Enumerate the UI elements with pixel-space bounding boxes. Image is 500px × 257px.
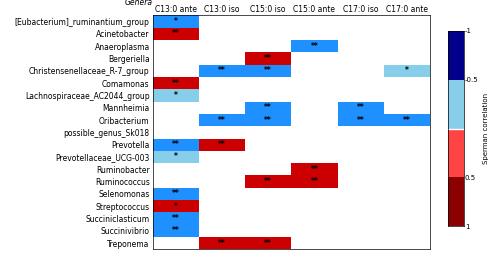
Text: *: * <box>174 202 178 211</box>
Text: **: ** <box>357 103 364 112</box>
Text: **: ** <box>218 140 226 149</box>
Bar <box>448 80 464 128</box>
Text: **: ** <box>218 239 226 248</box>
Text: **: ** <box>172 226 180 235</box>
Bar <box>152 188 199 200</box>
Text: *: * <box>405 66 409 75</box>
Bar <box>338 102 384 114</box>
Text: **: ** <box>218 116 226 125</box>
Text: **: ** <box>310 165 318 174</box>
Text: **: ** <box>218 66 226 75</box>
Bar <box>291 40 338 52</box>
Text: *: * <box>174 17 178 26</box>
Bar <box>291 176 338 188</box>
Text: **: ** <box>264 66 272 75</box>
Bar <box>152 77 199 89</box>
Text: **: ** <box>403 116 411 125</box>
Bar <box>245 237 291 249</box>
Bar <box>152 200 199 212</box>
Bar <box>199 114 245 126</box>
Text: **: ** <box>357 116 364 125</box>
Text: *: * <box>174 91 178 100</box>
Text: **: ** <box>264 54 272 63</box>
Text: **: ** <box>310 177 318 186</box>
Bar <box>199 139 245 151</box>
Text: **: ** <box>264 177 272 186</box>
Bar <box>245 102 291 114</box>
Bar <box>199 65 245 77</box>
Bar <box>199 237 245 249</box>
Text: **: ** <box>310 42 318 51</box>
Text: **: ** <box>264 239 272 248</box>
Text: **: ** <box>172 189 180 198</box>
Bar <box>384 114 430 126</box>
Bar <box>152 151 199 163</box>
Bar <box>448 31 464 80</box>
Bar <box>245 52 291 65</box>
Text: *: * <box>174 152 178 161</box>
Text: **: ** <box>264 116 272 125</box>
Y-axis label: Sperman correlation: Sperman correlation <box>482 93 488 164</box>
Bar <box>245 176 291 188</box>
Bar <box>152 139 199 151</box>
Bar <box>245 114 291 126</box>
Bar <box>448 128 464 177</box>
Bar <box>291 163 338 176</box>
Bar <box>245 65 291 77</box>
Bar <box>152 89 199 102</box>
Bar <box>448 177 464 226</box>
Bar <box>152 15 199 28</box>
Text: **: ** <box>172 29 180 38</box>
Text: **: ** <box>264 103 272 112</box>
Bar <box>384 65 430 77</box>
Text: **: ** <box>172 214 180 223</box>
Text: **: ** <box>172 140 180 149</box>
Bar <box>152 225 199 237</box>
Bar <box>152 28 199 40</box>
Bar <box>338 114 384 126</box>
Text: Genera: Genera <box>124 0 152 7</box>
Text: **: ** <box>172 79 180 88</box>
Bar <box>152 212 199 225</box>
